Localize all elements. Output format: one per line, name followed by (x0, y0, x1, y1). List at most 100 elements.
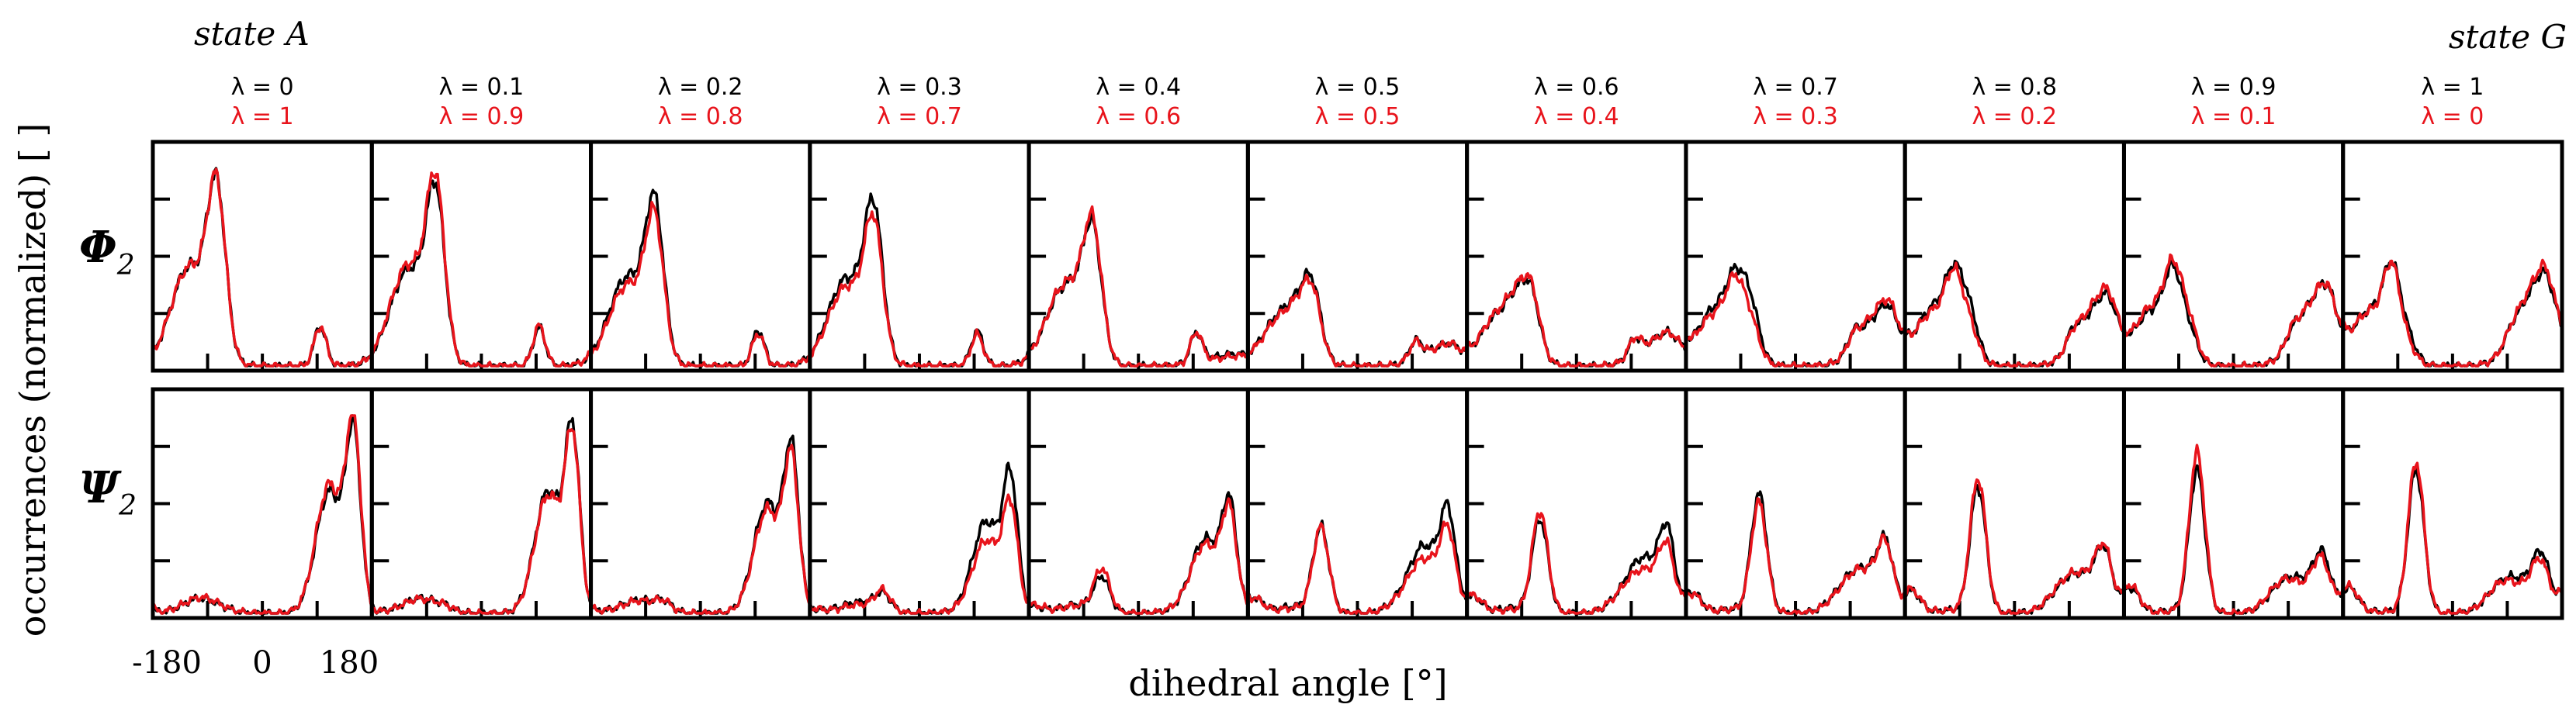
series-line-reverse (152, 414, 373, 615)
lambda-label-reverse: λ = 0 (2421, 103, 2484, 130)
x-axis-label: dihedral angle [°] (1128, 662, 1447, 704)
panel-phi-3 (808, 140, 1031, 373)
lambda-label-reverse: λ = 0.2 (1972, 103, 2057, 130)
series-line-reverse (2342, 461, 2564, 615)
series-line-reverse (1903, 478, 2125, 615)
panel-psi-6 (1465, 387, 1688, 620)
series-line-forward (589, 188, 812, 368)
lambda-label-reverse: λ = 0.5 (1315, 103, 1401, 130)
lambda-label-forward: λ = 0.7 (1753, 74, 1838, 101)
series-line-reverse (1685, 497, 1906, 615)
panel-frame (1245, 387, 1470, 620)
panel-psi-0 (151, 387, 374, 620)
panel-phi-2 (589, 140, 812, 373)
panel-psi-5 (1245, 387, 1470, 620)
x-tick-label: -180 (132, 645, 202, 681)
panel-frame (2341, 140, 2564, 373)
series-line-forward (1904, 259, 2125, 368)
series-line-forward (1684, 490, 1906, 615)
series-line-forward (2122, 464, 2345, 615)
series-line-reverse (1247, 274, 1468, 368)
panel-psi-9 (2121, 387, 2346, 620)
x-tick-label: 180 (320, 645, 379, 681)
panel-phi-8 (1903, 140, 2126, 373)
series-line-reverse (590, 201, 811, 368)
panel-psi-8 (1903, 387, 2126, 620)
lambda-label-reverse: λ = 0.3 (1753, 103, 1838, 130)
panel-phi-4 (1027, 140, 1250, 373)
series-line-reverse (2122, 253, 2345, 368)
lambda-label-forward: λ = 0.3 (877, 74, 962, 101)
series-line-forward (370, 416, 593, 615)
series-line-forward (2122, 259, 2344, 368)
lambda-label-forward: λ = 0.1 (439, 74, 525, 101)
row-label-phi: Φ2 (79, 222, 135, 281)
series-line-forward (1027, 491, 1249, 615)
panel-frame (1903, 387, 2126, 620)
panel-psi-3 (808, 387, 1031, 620)
lambda-label-reverse: λ = 0.6 (1096, 103, 1181, 130)
panel-phi-9 (2121, 140, 2346, 373)
series-line-reverse (1903, 261, 2126, 368)
panel-frame (1027, 387, 1250, 620)
series-line-reverse (808, 493, 1030, 615)
panel-frame (151, 387, 374, 620)
panel-frame (808, 387, 1031, 620)
panel-psi-10 (2341, 387, 2564, 620)
psi-symbol: Ψ (79, 462, 122, 513)
row-label-psi: Ψ2 (79, 462, 137, 522)
series-line-forward (1465, 519, 1688, 615)
panel-frame (2341, 387, 2564, 620)
panel-psi-4 (1027, 387, 1250, 620)
panel-psi-7 (1684, 387, 1907, 620)
panel-phi-10 (2341, 140, 2564, 373)
series-line-forward (1247, 499, 1469, 615)
panel-psi-1 (369, 387, 594, 620)
series-line-forward (808, 192, 1030, 368)
panel-frame (1465, 387, 1688, 620)
lambda-label-forward: λ = 0.2 (658, 74, 743, 101)
lambda-label-reverse: λ = 0.9 (439, 103, 525, 130)
panel-frame (808, 140, 1031, 373)
series-line-reverse (1465, 271, 1688, 368)
panel-frame (1684, 387, 1907, 620)
y-axis-label: occurrences (normalized) [ ] (12, 123, 54, 637)
lambda-label-reverse: λ = 0.7 (877, 103, 962, 130)
lambda-label-forward: λ = 0.5 (1315, 74, 1401, 101)
lambda-label-reverse: λ = 0.1 (2191, 103, 2277, 130)
state-a-title: state A (194, 15, 310, 53)
series-line-reverse (1028, 205, 1249, 368)
lambda-label-forward: λ = 0 (231, 74, 294, 101)
panel-frame (1684, 140, 1907, 373)
series-line-reverse (2123, 444, 2345, 615)
phi-symbol: Φ (79, 222, 117, 273)
panel-frame (1027, 140, 1250, 373)
series-line-reverse (151, 167, 373, 368)
panel-frame (1245, 140, 1470, 373)
lambda-label-forward: λ = 0.4 (1096, 74, 1181, 101)
panel-phi-6 (1465, 140, 1688, 373)
panel-phi-0 (151, 140, 374, 373)
panel-frame (589, 140, 812, 373)
panel-frame (369, 140, 594, 373)
series-line-reverse (590, 444, 812, 615)
series-line-forward (370, 179, 592, 368)
panel-phi-1 (369, 140, 594, 373)
lambda-label-reverse: λ = 1 (231, 103, 294, 130)
lambda-label-forward: λ = 0.9 (2191, 74, 2277, 101)
series-line-forward (1465, 274, 1687, 368)
series-line-forward (808, 461, 1030, 615)
panel-frame (151, 140, 374, 373)
series-line-reverse (1684, 271, 1906, 368)
series-line-reverse (1027, 497, 1249, 615)
panel-frame (1903, 140, 2126, 373)
series-line-forward (590, 434, 812, 615)
phi-subscript: 2 (116, 250, 135, 281)
panel-frame (2121, 387, 2346, 620)
series-line-forward (151, 414, 374, 615)
panel-psi-2 (589, 387, 812, 620)
panel-frame (369, 387, 594, 620)
series-line-reverse (1247, 520, 1468, 615)
series-line-reverse (370, 428, 593, 615)
